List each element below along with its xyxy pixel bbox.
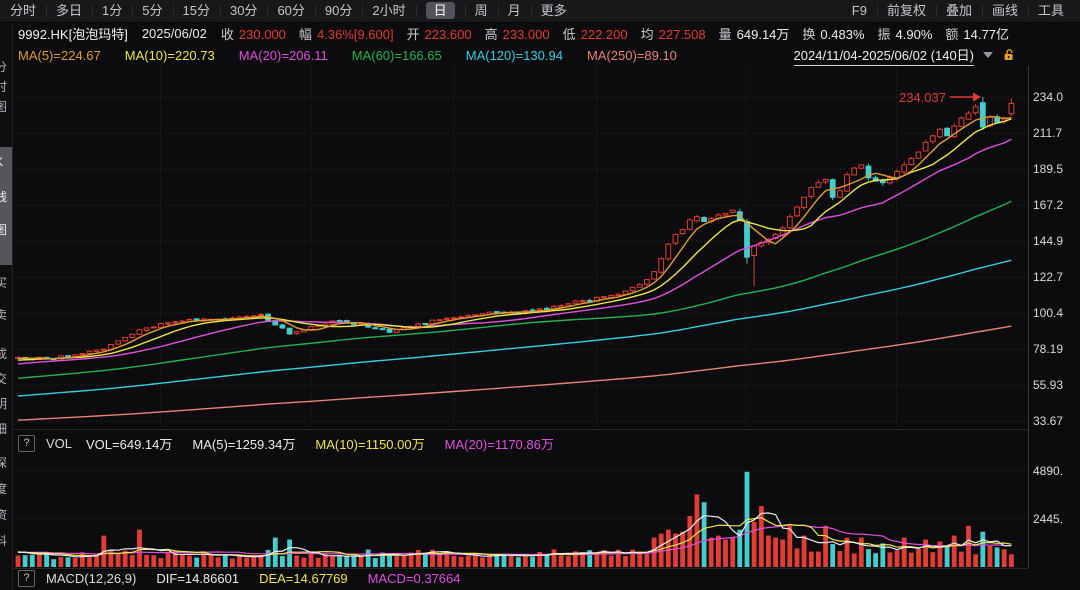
toolbar-item-分时[interactable]: 分时 — [10, 3, 37, 18]
info-fields: 收 230.000 幅 4.36%[9.600] 开 223.600 高 233.000 低 22… — [221, 23, 1022, 45]
toolbar-item-前复权[interactable]: 前复权 — [876, 0, 936, 22]
side-tab-K线图[interactable]: K线图 — [0, 147, 12, 265]
quote-field-开: 开 223.600 — [406, 27, 472, 42]
price-axis-label: 78.19 — [1033, 342, 1064, 356]
left-tab-strip: 分时图 K线图买卖成交明细深度资料 — [0, 22, 13, 590]
macd-legend-items: MACD(12,26,9) DIF=14.86601 DEA=14.67769 MAC… — [46, 567, 481, 589]
price-axis-label: 189.5 — [1033, 162, 1064, 176]
volume-chart[interactable] — [12, 457, 1028, 568]
volume-axis-label: 4890. — [1033, 464, 1064, 478]
period-toolbar: 分时 多日 1分 5分 15分 30分 60分 90分 2小时日周月更多 F9 前复权 叠加 画线 工具 — [0, 0, 1080, 23]
chevron-down-icon[interactable] — [983, 52, 993, 58]
high-price-annotation: 234.037 — [899, 90, 946, 105]
ma-legend-items: MA(5)=224.67 MA(10)=220.73 MA(20)=206.11 MA… — [18, 44, 701, 66]
price-axis-label: 55.93 — [1033, 378, 1064, 392]
quote-field-高: 高 233.000 — [484, 27, 550, 42]
price-axis-label: 100.4 — [1033, 306, 1064, 320]
vol-help-button[interactable]: ? — [18, 434, 35, 452]
price-axis-label: 122.7 — [1033, 270, 1064, 284]
vol-legend-item: MA(5)=1259.34万 — [192, 436, 296, 452]
candlestick-layer — [15, 96, 1015, 361]
quote-field-均: 均 227.508 — [640, 27, 706, 42]
macd-legend-item: DEA=14.67769 — [259, 570, 348, 586]
toolbar-item-F9[interactable]: F9 — [851, 3, 867, 18]
toolbar-item-2小时[interactable]: 2小时 — [362, 0, 415, 22]
toolbar-item-日[interactable]: 日 — [415, 0, 465, 22]
toolbar-item-30分[interactable]: 30分 — [219, 0, 267, 22]
ma-legend-row: MA(5)=224.67 MA(10)=220.73 MA(20)=206.11 MA… — [0, 44, 1080, 66]
side-tab-成交明细[interactable]: 成交明细 — [0, 345, 12, 445]
price-axis-label: 211.7 — [1033, 126, 1063, 140]
vol-legend-item: MA(20)=1170.86万 — [444, 436, 554, 452]
price-axis-line — [1028, 66, 1029, 568]
toolbar-item-1分[interactable]: 1分 — [92, 0, 132, 22]
toolbar-item-叠加[interactable]: 叠加 — [935, 0, 982, 22]
ma-legend-item: MA(120)=130.94 — [465, 47, 563, 63]
price-axis-label: 33.67 — [1033, 414, 1064, 428]
price-axis-label: 144.9 — [1033, 234, 1064, 248]
pane-divider — [12, 429, 1028, 430]
toolbar-item-画线[interactable]: 画线 — [981, 0, 1028, 22]
vol-legend-items: VOL=649.14万 MA(5)=1259.34万 MA(10)=1150.00万… — [86, 432, 574, 454]
date-range-text[interactable]: 2024/11/04-2025/06/02 (140日) — [793, 45, 974, 66]
volume-chart-svg — [12, 470, 1028, 567]
ma-legend-item: MA(5)=224.67 — [18, 47, 101, 63]
price-axis-label: 234.0 — [1033, 90, 1064, 104]
toolbar-item-90分[interactable]: 90分 — [314, 0, 362, 22]
vol-indicator-name: VOL — [46, 435, 73, 451]
ma-legend-item: MA(10)=220.73 — [124, 47, 215, 63]
toolbar-left: 分时 多日 1分 5分 15分 30分 60分 90分 2小时日周月更多 — [0, 0, 577, 22]
quote-field-低: 低 222.200 — [562, 27, 628, 42]
price-axis-label: 167.2 — [1033, 198, 1064, 212]
price-chart-svg — [12, 66, 1028, 429]
quote-field-幅: 幅 4.36%[9.600] — [298, 27, 394, 42]
vol-legend-item: MA(10)=1150.00万 — [315, 436, 425, 452]
quote-field-收: 收 230.000 — [220, 27, 286, 42]
date-range-control: 2024/11/04-2025/06/02 (140日) — [793, 45, 1080, 66]
quote-field-额: 额 14.77亿 — [945, 27, 1009, 42]
toolbar-item-工具[interactable]: 工具 — [1027, 0, 1074, 22]
ma-lines-layer — [17, 115, 1012, 421]
volume-bars-layer — [15, 471, 1014, 567]
quote-date: 2025/06/02 — [141, 26, 207, 41]
macd-legend-item: MACD(12,26,9) — [46, 570, 137, 586]
macd-legend-item: MACD=0.37664 — [367, 570, 461, 586]
quote-field-量: 量 649.14万 — [718, 27, 790, 42]
side-tab-深度资料[interactable]: 深度资料 — [0, 454, 12, 558]
macd-help-button[interactable]: ? — [18, 569, 35, 587]
side-tab-买卖[interactable]: 买卖 — [0, 274, 12, 338]
volume-axis-label: 2445. — [1033, 512, 1064, 526]
toolbar-item-月[interactable]: 月 — [497, 0, 531, 22]
ma-legend-item: MA(20)=206.11 — [238, 47, 328, 63]
quote-info-bar: 9992.HK[泡泡玛特] 2025/06/02 收 230.000 幅 4.36%[… — [0, 23, 1080, 44]
quote-field-振: 振 4.90% — [877, 27, 933, 42]
vol-legend-item: VOL=649.14万 — [86, 436, 173, 452]
macd-legend-item: DIF=14.86601 — [156, 570, 240, 586]
toolbar-item-60分[interactable]: 60分 — [267, 0, 314, 22]
toolbar-item-多日[interactable]: 多日 — [46, 0, 92, 22]
macd-legend-row: ? MACD(12,26,9) DIF=14.86601 DEA=14.67769 M… — [0, 566, 1028, 590]
unlock-icon[interactable] — [1002, 48, 1016, 62]
volume-legend-row: ? VOL VOL=649.14万 MA(5)=1259.34万 MA(10)=11… — [0, 430, 1028, 456]
ma-legend-item: MA(250)=89.10 — [586, 47, 677, 63]
stock-symbol: 9992.HK[泡泡玛特] — [18, 27, 128, 42]
toolbar-item-5分[interactable]: 5分 — [132, 0, 172, 22]
ma-legend-item: MA(60)=166.65 — [351, 47, 442, 63]
toolbar-right: F9 前复权 叠加 画线 工具 — [842, 0, 1080, 22]
toolbar-item-周[interactable]: 周 — [464, 0, 498, 22]
price-chart[interactable] — [12, 66, 1028, 429]
side-tab-分时图[interactable]: 分时图 — [0, 58, 12, 118]
quote-field-换: 换 0.483% — [802, 27, 865, 42]
pane-divider-2 — [12, 568, 1028, 569]
toolbar-item-15分[interactable]: 15分 — [172, 0, 220, 22]
toolbar-item-更多[interactable]: 更多 — [530, 0, 577, 22]
